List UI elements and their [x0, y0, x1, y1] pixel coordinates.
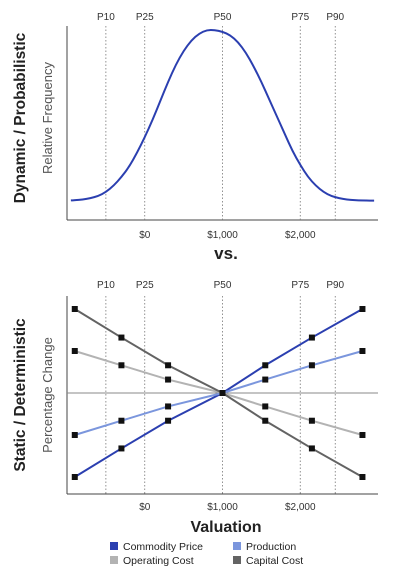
data-point: [359, 432, 366, 438]
data-point: [71, 306, 78, 312]
percentile-label: P10: [97, 12, 115, 23]
legend-swatch: [110, 542, 118, 550]
x-tick-label: $2,000: [285, 502, 316, 513]
data-point: [262, 376, 269, 383]
legend-label: Operating Cost: [123, 555, 194, 567]
x-tick-label: $2,000: [285, 230, 316, 241]
side-title: Static / Deterministic: [12, 318, 29, 472]
percentile-label: P10: [97, 280, 115, 291]
data-point: [308, 334, 315, 341]
data-point: [262, 362, 269, 369]
data-point: [118, 445, 125, 452]
percentile-label: P75: [291, 12, 309, 23]
x-tick-label: $0: [139, 502, 151, 513]
legend-label: Production: [246, 541, 296, 553]
data-point: [165, 376, 172, 383]
data-point: [165, 403, 172, 410]
percentile-label: P25: [136, 280, 154, 291]
data-point: [71, 474, 78, 480]
data-point: [308, 445, 315, 452]
legend-swatch: [110, 556, 118, 564]
data-point: [359, 348, 366, 354]
data-point: [118, 334, 125, 341]
data-point: [359, 474, 366, 480]
data-point: [118, 417, 125, 424]
y-axis-label: Percentage Change: [40, 337, 55, 453]
data-point: [118, 362, 125, 369]
distribution-curve: [70, 28, 375, 202]
legend: Commodity Price Production Operating Cost C…: [110, 541, 303, 567]
data-point: [262, 417, 269, 424]
data-point: [71, 432, 78, 438]
percentile-label: P50: [214, 280, 232, 291]
data-point: [165, 417, 172, 424]
data-point: [308, 417, 315, 424]
percentile-label: P90: [326, 280, 344, 291]
data-point: [219, 390, 226, 396]
percentile-label: P75: [291, 280, 309, 291]
legend-label: Capital Cost: [246, 555, 303, 567]
data-point: [308, 362, 315, 369]
legend-swatch: [233, 542, 241, 550]
data-point: [71, 348, 78, 354]
y-axis-label: Relative Frequency: [40, 62, 55, 174]
legend-swatch: [233, 556, 241, 564]
x-tick-label: $1,000: [207, 502, 238, 513]
dynamic-probabilistic-chart: Dynamic / Probabilistic Relative Frequenc…: [12, 12, 378, 263]
x-tick-label: $1,000: [207, 230, 238, 241]
x-axis-label: Valuation: [190, 519, 261, 536]
x-tick-label: $0: [139, 230, 151, 241]
percentile-label: P50: [214, 12, 232, 23]
static-deterministic-chart: Static / Deterministic Percentage Change P…: [12, 280, 378, 536]
side-title: Dynamic / Probabilistic: [12, 32, 29, 203]
percentile-label: P25: [136, 12, 154, 23]
legend-label: Commodity Price: [123, 541, 203, 553]
data-point: [262, 403, 269, 410]
percentile-label: P90: [326, 12, 344, 23]
vs-label: vs.: [214, 244, 238, 263]
data-point: [359, 306, 366, 312]
data-point: [165, 362, 172, 369]
